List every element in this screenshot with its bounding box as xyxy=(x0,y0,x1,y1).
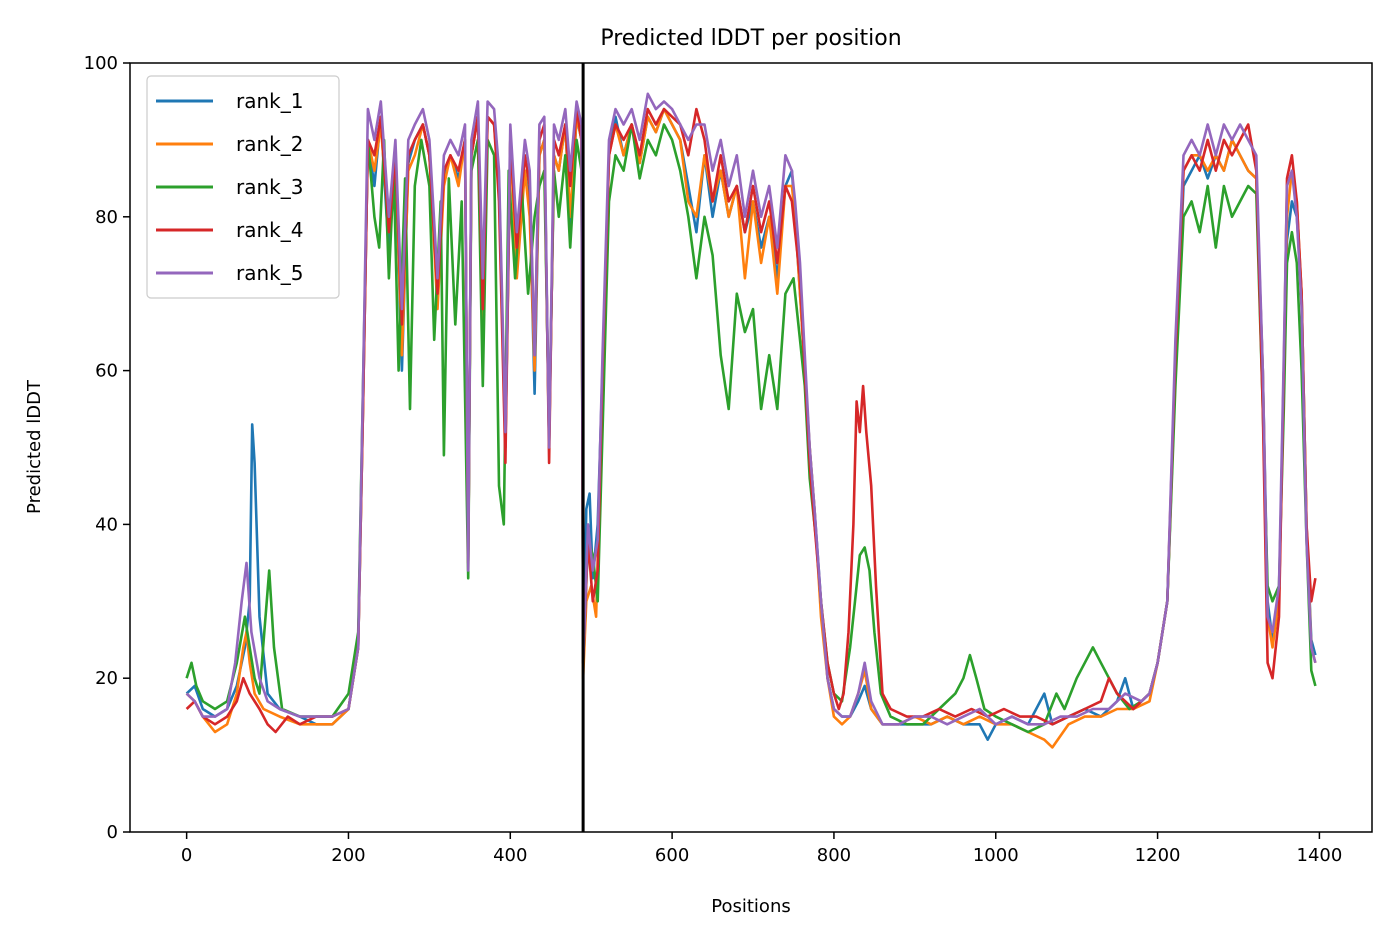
x-tick-label: 200 xyxy=(331,845,365,866)
y-tick-label: 0 xyxy=(107,822,118,843)
legend-label-rank_2: rank_2 xyxy=(236,132,303,156)
x-tick-label: 0 xyxy=(181,845,192,866)
chart-title: Predicted lDDT per position xyxy=(600,26,901,51)
legend-label-rank_5: rank_5 xyxy=(236,261,303,285)
legend-label-rank_4: rank_4 xyxy=(236,218,303,242)
y-tick-label: 100 xyxy=(84,53,118,74)
x-tick-label: 600 xyxy=(655,845,689,866)
x-axis-label: Positions xyxy=(711,896,790,917)
plot-frame xyxy=(129,62,1373,833)
x-tick-label: 400 xyxy=(493,845,527,866)
legend-label-rank_1: rank_1 xyxy=(236,89,303,113)
legend-box xyxy=(146,75,340,299)
y-tick-label: 60 xyxy=(95,361,118,382)
y-tick-label: 20 xyxy=(95,668,118,689)
x-tick-label: 1200 xyxy=(1135,845,1181,866)
y-axis: 0 20 40 60 80 100 xyxy=(84,53,130,843)
x-tick-label: 800 xyxy=(817,845,851,866)
x-tick-label: 1400 xyxy=(1297,845,1343,866)
x-tick-label: 1000 xyxy=(973,845,1019,866)
y-tick-label: 80 xyxy=(95,207,118,228)
plot-lines xyxy=(185,92,1317,749)
y-tick-label: 40 xyxy=(95,514,118,535)
legend-label-rank_3: rank_3 xyxy=(236,175,303,199)
series-line-rank_5 xyxy=(185,92,1317,726)
y-axis-label: Predicted lDDT xyxy=(24,379,45,514)
legend: rank_1 rank_2 rank_3 rank_4 rank_5 xyxy=(146,75,340,299)
x-axis: 0 200 400 600 800 1000 1200 1400 xyxy=(181,832,1342,866)
